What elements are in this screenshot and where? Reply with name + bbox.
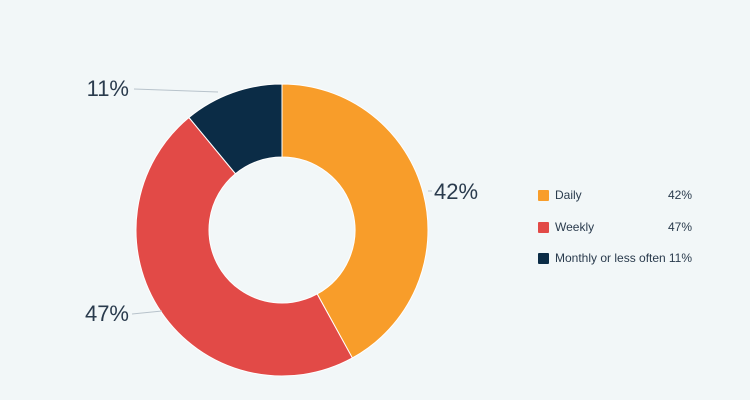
donut-slice-monthly-or-less-often[interactable] [188,83,283,175]
donut-slices [135,83,429,377]
legend-item-weekly[interactable]: Weekly 47% [538,220,698,236]
leader-lines [131,88,432,315]
leader-line [133,88,219,93]
legend-label: Weekly [555,219,595,234]
legend: Daily 42% Weekly 47% Monthly or less oft… [538,188,698,283]
legend-label: Daily [555,188,582,202]
legend-swatch-weekly [538,221,549,233]
slice-value-label: 47% [85,301,129,326]
legend-value: 42% [667,188,692,202]
slice-value-label: 42% [434,179,478,204]
legend-swatch-daily [538,190,549,201]
donut-slice-daily[interactable] [281,83,429,359]
slice-labels: 42% 47% 11% [85,76,478,326]
legend-value: 47% [667,219,692,234]
donut-slice-weekly[interactable] [135,116,354,377]
leader-line [131,310,163,315]
slice-value-label: 11% [87,76,129,101]
legend-item-daily[interactable]: Daily 42% [538,188,698,204]
legend-swatch-monthly-or-less-often [538,253,549,264]
legend-label: Monthly or less often [555,251,666,265]
legend-value: 11% [668,251,692,265]
legend-item-monthly-or-less-often[interactable]: Monthly or less often 11% [538,251,698,267]
